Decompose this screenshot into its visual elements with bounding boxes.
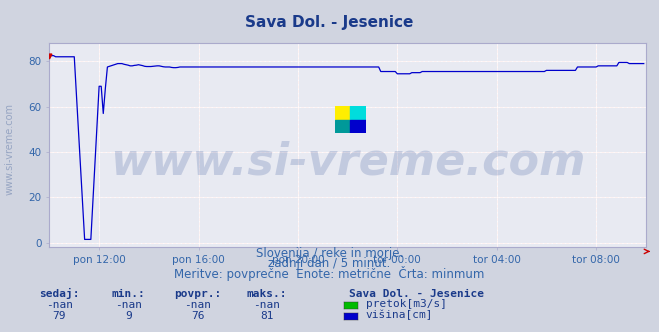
Bar <box>350 120 366 133</box>
Text: pretok[m3/s]: pretok[m3/s] <box>366 299 447 309</box>
Text: sedaj:: sedaj: <box>39 288 80 299</box>
Bar <box>335 120 350 133</box>
Text: min.:: min.: <box>111 289 146 299</box>
Text: Sava Dol. - Jesenice: Sava Dol. - Jesenice <box>349 289 484 299</box>
Text: -nan: -nan <box>46 300 72 310</box>
Bar <box>350 107 366 120</box>
Text: 9: 9 <box>125 311 132 321</box>
Text: -nan: -nan <box>115 300 142 310</box>
Text: Sava Dol. - Jesenice: Sava Dol. - Jesenice <box>245 15 414 30</box>
Text: -nan: -nan <box>185 300 211 310</box>
Bar <box>335 107 350 120</box>
Text: -nan: -nan <box>254 300 280 310</box>
Text: višina[cm]: višina[cm] <box>366 310 433 320</box>
Text: Slovenija / reke in morje.: Slovenija / reke in morje. <box>256 247 403 260</box>
Text: 81: 81 <box>260 311 273 321</box>
Text: www.si-vreme.com: www.si-vreme.com <box>110 140 585 183</box>
Text: povpr.:: povpr.: <box>174 289 221 299</box>
Text: www.si-vreme.com: www.si-vreme.com <box>5 103 14 196</box>
Text: Meritve: povprečne  Enote: metrične  Črta: minmum: Meritve: povprečne Enote: metrične Črta:… <box>175 266 484 281</box>
Text: zadnji dan / 5 minut.: zadnji dan / 5 minut. <box>268 257 391 270</box>
Text: maks.:: maks.: <box>246 289 287 299</box>
Text: 79: 79 <box>53 311 66 321</box>
Text: 76: 76 <box>191 311 204 321</box>
